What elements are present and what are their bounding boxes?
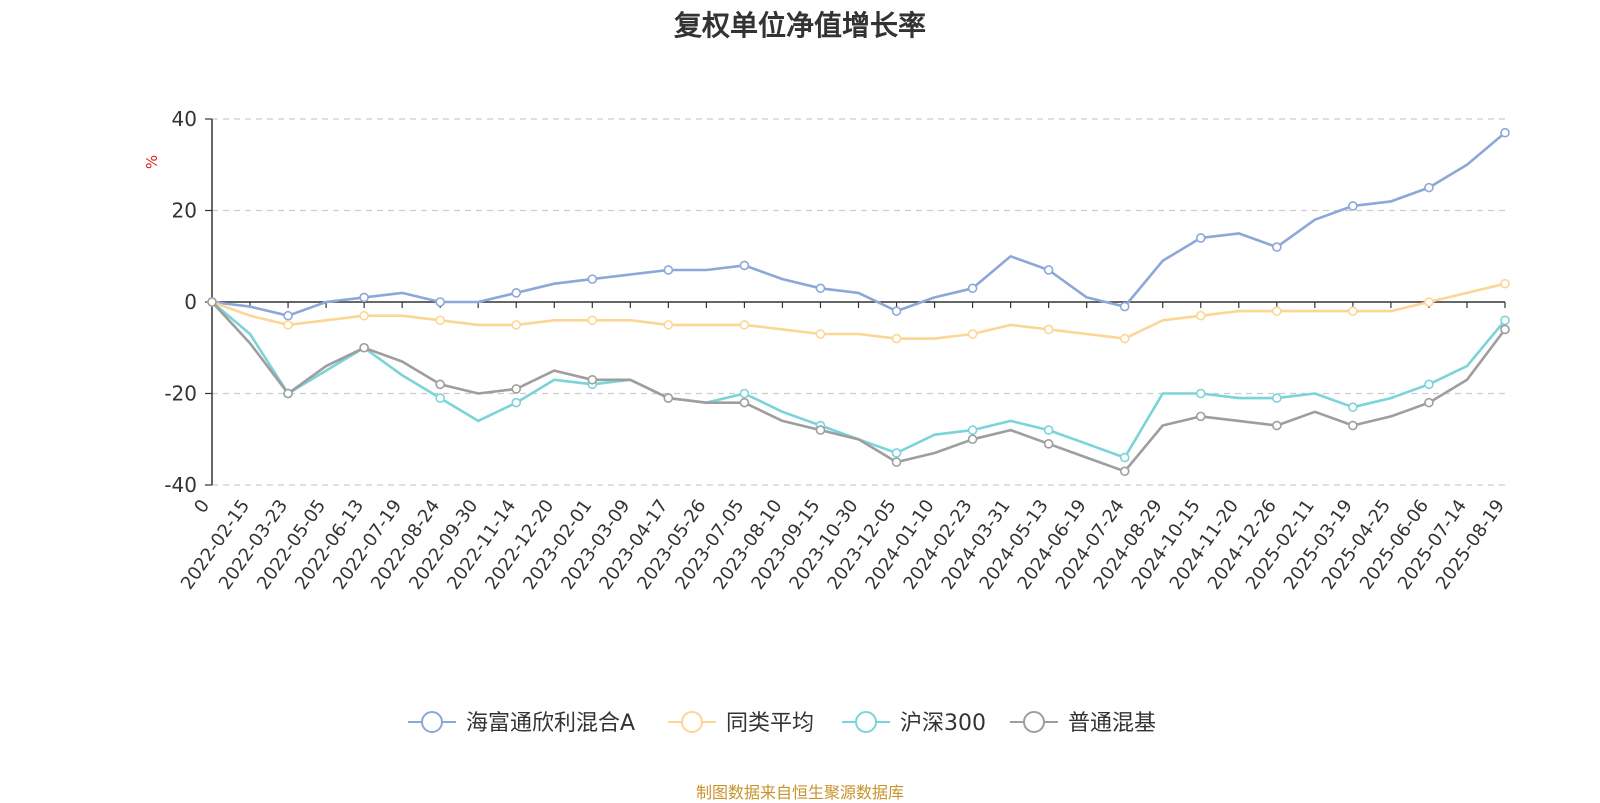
data-point xyxy=(1119,466,1130,477)
data-point xyxy=(891,457,902,467)
legend-label: 沪深300 xyxy=(900,711,986,736)
data-point xyxy=(815,425,826,435)
data-point xyxy=(511,384,522,394)
data-point xyxy=(1043,425,1054,435)
data-point xyxy=(663,320,674,330)
data-point xyxy=(1043,439,1054,449)
x-tick-label: 0 xyxy=(190,496,214,517)
legend-marker xyxy=(421,711,443,733)
series-line xyxy=(211,301,1507,473)
data-point xyxy=(1500,315,1510,326)
data-point xyxy=(1348,306,1358,316)
data-point xyxy=(207,297,217,307)
data-point xyxy=(1500,127,1510,138)
data-point xyxy=(435,315,445,326)
series-lines xyxy=(207,127,1510,477)
y-tick-label: 0 xyxy=(184,290,197,314)
source-note: 制图数据来自恒生聚源数据库 xyxy=(695,783,904,802)
data-point xyxy=(1348,420,1358,431)
data-point xyxy=(283,320,293,330)
legend-marker xyxy=(1023,711,1045,733)
series-line xyxy=(211,282,1506,340)
data-point xyxy=(1424,297,1434,307)
data-point xyxy=(967,329,978,339)
data-point xyxy=(739,388,750,399)
data-point xyxy=(663,393,674,403)
data-point xyxy=(511,397,522,408)
data-point xyxy=(1272,242,1282,252)
data-point xyxy=(1119,333,1130,344)
data-point xyxy=(587,274,598,284)
data-point xyxy=(1500,278,1510,289)
data-point xyxy=(1424,397,1434,408)
data-point xyxy=(1272,420,1282,431)
legend: 海富通欣利混合A 同类平均 沪深300 普通混基 xyxy=(408,711,1156,736)
data-point xyxy=(967,283,978,294)
data-point xyxy=(1119,452,1130,463)
series-line xyxy=(211,301,1507,459)
y-tick-label: -40 xyxy=(164,473,197,497)
data-point xyxy=(1043,324,1054,335)
data-point xyxy=(1424,182,1434,193)
data-point xyxy=(435,297,445,307)
data-point xyxy=(587,315,598,326)
axes: 40200-20-40%02022-02-152022-03-232022-05… xyxy=(143,107,1509,594)
data-point xyxy=(283,310,293,321)
legend-label: 海富通欣利混合A xyxy=(466,711,635,736)
data-point xyxy=(435,393,445,403)
data-point xyxy=(891,448,902,458)
data-point xyxy=(1195,233,1206,243)
data-point xyxy=(739,320,750,330)
data-point xyxy=(967,434,978,445)
data-point xyxy=(1348,402,1358,413)
data-point xyxy=(891,333,902,344)
data-point xyxy=(359,342,369,353)
data-point xyxy=(815,283,826,294)
data-point xyxy=(967,425,978,435)
y-tick-label: -20 xyxy=(164,382,197,406)
legend-label: 普通混基 xyxy=(1068,711,1156,736)
data-point xyxy=(1195,388,1206,399)
data-point xyxy=(283,388,293,399)
series-line xyxy=(211,131,1506,317)
legend-label: 同类平均 xyxy=(726,711,814,736)
y-axis-label: % xyxy=(143,155,161,169)
data-point xyxy=(1500,324,1510,335)
data-point xyxy=(1119,301,1130,312)
data-point xyxy=(1043,265,1054,275)
data-point xyxy=(891,306,902,316)
data-point xyxy=(663,265,674,275)
data-point xyxy=(739,397,750,408)
data-point xyxy=(815,329,826,339)
data-point xyxy=(435,379,445,390)
data-point xyxy=(1195,310,1206,321)
data-point xyxy=(359,292,369,303)
y-tick-label: 20 xyxy=(172,199,197,223)
data-point xyxy=(587,374,598,385)
data-point xyxy=(1272,306,1282,316)
legend-marker xyxy=(681,711,703,733)
data-point xyxy=(359,310,369,321)
legend-marker xyxy=(855,711,877,733)
data-point xyxy=(1272,393,1282,403)
data-point xyxy=(1195,411,1206,422)
data-point xyxy=(739,260,750,271)
data-point xyxy=(1424,379,1434,390)
y-tick-label: 40 xyxy=(172,107,197,131)
data-point xyxy=(511,320,522,330)
data-point xyxy=(511,288,522,298)
chart-title: 复权单位净值增长率 xyxy=(673,9,926,42)
data-point xyxy=(1348,201,1358,211)
